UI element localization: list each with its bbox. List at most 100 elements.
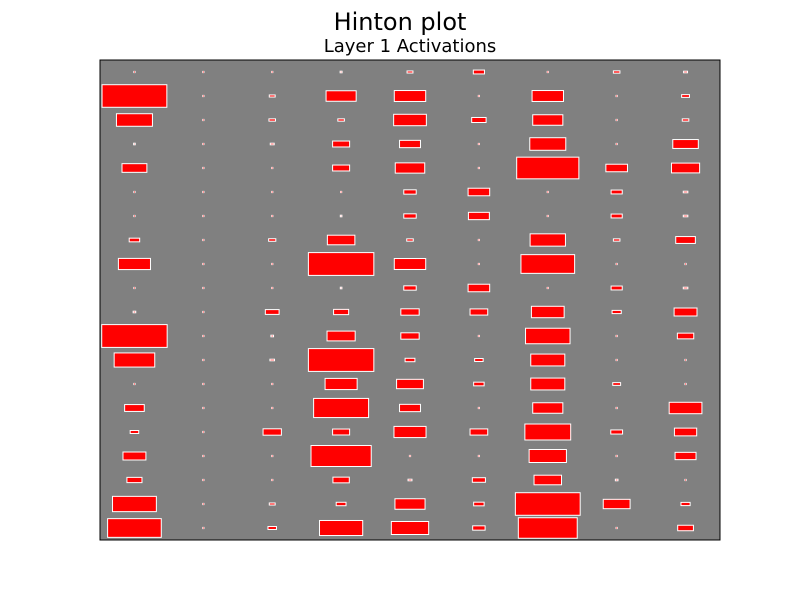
- hinton-cell: [333, 308, 350, 316]
- hinton-cell: [404, 357, 416, 363]
- hinton-cell: [128, 237, 141, 243]
- hinton-cell: [605, 163, 628, 173]
- hinton-cell: [400, 332, 420, 340]
- hinton-cell: [533, 474, 563, 486]
- hinton-cell: [681, 118, 690, 122]
- hinton-cell: [684, 478, 687, 482]
- hinton-cell: [124, 404, 145, 412]
- hinton-cell: [271, 166, 274, 170]
- hinton-cell: [202, 94, 205, 98]
- hinton-cell: [546, 70, 549, 74]
- hinton-cell: [614, 478, 619, 482]
- hinton-cell: [477, 454, 480, 458]
- hinton-cell: [403, 213, 417, 219]
- hinton-cell: [612, 70, 621, 74]
- hinton-cell: [133, 70, 136, 74]
- hinton-cell: [390, 521, 430, 535]
- hinton-cell: [682, 190, 689, 194]
- hinton-cell: [126, 476, 143, 484]
- hinton-cell: [271, 262, 274, 266]
- hinton-cell: [673, 427, 698, 437]
- hinton-cell: [472, 525, 486, 531]
- hinton-cell: [122, 451, 147, 461]
- hinton-cell: [675, 236, 696, 244]
- hinton-cell: [271, 214, 274, 218]
- hinton-cell: [202, 142, 205, 146]
- hinton-cell: [615, 526, 618, 530]
- hinton-cell: [269, 358, 276, 362]
- hinton-cell: [133, 286, 136, 290]
- hinton-cell: [610, 213, 623, 219]
- hinton-cell: [467, 283, 491, 293]
- hinton-cell: [202, 190, 205, 194]
- hinton-cell: [610, 429, 624, 435]
- hinton-cell: [271, 382, 274, 386]
- hinton-cell: [406, 70, 414, 74]
- hinton-cell: [326, 330, 356, 342]
- hinton-cell: [129, 430, 140, 434]
- hinton-cell: [202, 334, 205, 338]
- hinton-cell: [469, 428, 489, 436]
- hinton-cell: [307, 348, 375, 372]
- hinton-cell: [530, 377, 566, 391]
- hinton-cell: [307, 252, 375, 276]
- hinton-cell: [271, 406, 274, 410]
- hinton-cell: [262, 428, 282, 436]
- hinton-cell: [268, 118, 276, 122]
- hinton-cell: [525, 327, 571, 345]
- hinton-cell: [332, 428, 351, 436]
- hinton-cell: [529, 137, 567, 151]
- hinton-cell: [121, 163, 148, 173]
- hinton-cell: [271, 190, 274, 194]
- hinton-cell: [337, 118, 345, 122]
- hinton-cell: [469, 308, 489, 316]
- hinton-cell: [310, 445, 372, 467]
- hinton-cell: [202, 502, 205, 506]
- plot-frame: [99, 59, 721, 541]
- hinton-cell: [202, 238, 205, 242]
- hinton-cell: [615, 406, 618, 410]
- hinton-cell: [477, 142, 480, 146]
- hinton-cell: [335, 501, 347, 507]
- hinton-cell: [610, 285, 623, 291]
- chart-title: Hinton plot: [333, 8, 467, 36]
- hinton-cell: [117, 257, 151, 271]
- hinton-cell: [611, 309, 622, 315]
- hinton-cell: [529, 233, 566, 247]
- hinton-cell: [340, 190, 343, 194]
- hinton-cell: [670, 162, 701, 174]
- hinton-cell: [133, 190, 136, 194]
- hinton-cell: [399, 403, 421, 413]
- hinton-cell: [393, 425, 427, 439]
- hinton-cell: [682, 214, 689, 218]
- hinton-cell: [471, 477, 486, 483]
- hinton-cell: [202, 286, 205, 290]
- hinton-cell: [133, 382, 136, 386]
- hinton-cell: [393, 258, 427, 270]
- hinton-cell: [270, 334, 275, 338]
- hinton-cell: [264, 309, 280, 315]
- hinton-cell: [268, 94, 276, 98]
- hinton-cell: [408, 454, 412, 458]
- hinton-cell: [680, 501, 691, 507]
- hinton-cell: [683, 70, 689, 74]
- hinton-cell: [684, 262, 687, 266]
- hinton-cell: [202, 454, 205, 458]
- hinton-cell: [394, 498, 426, 510]
- hinton-cell: [271, 478, 274, 482]
- hinton-cell: [477, 262, 480, 266]
- hinton-cell: [602, 498, 631, 510]
- hinton-cell: [514, 492, 581, 516]
- hinton-cell: [610, 189, 623, 195]
- hinton-cell: [399, 139, 421, 149]
- hinton-cell: [612, 382, 622, 386]
- hinton-cell: [477, 166, 480, 170]
- hinton-cell: [403, 285, 417, 291]
- hinton-cell: [473, 381, 485, 387]
- hinton-cell: [202, 406, 205, 410]
- hinton-cell: [202, 166, 205, 170]
- hinton-cell: [324, 377, 358, 391]
- hinton-cell: [202, 262, 205, 266]
- hinton-cell: [325, 90, 357, 102]
